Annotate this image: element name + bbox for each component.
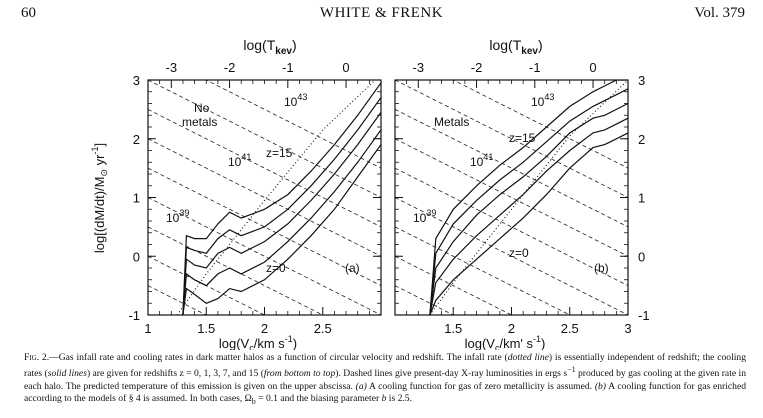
top-axis-label-a: log(Tkev) bbox=[243, 37, 296, 57]
right-y-tick-label: 1 bbox=[638, 191, 645, 206]
luminosity-line bbox=[148, 80, 381, 198]
luminosity-line bbox=[395, 138, 628, 257]
right-y-tick-label: 2 bbox=[638, 132, 645, 147]
cooling-rate-line bbox=[182, 129, 381, 315]
infall-rate-line bbox=[176, 80, 376, 315]
bottom-tick-label: 1 bbox=[144, 321, 151, 336]
metal-label-a-line2: metals bbox=[182, 115, 217, 129]
luminosity-line bbox=[395, 109, 628, 228]
top-tick-label: -1 bbox=[282, 60, 294, 75]
cooling-rate-line bbox=[182, 97, 381, 315]
panel-b: Metals 1043 1041 1039 z=15 z=0 (b) bbox=[394, 79, 629, 316]
figure: log(Tkev) log(Tkev) log[(dM/dt)/M⊙ yr-1]… bbox=[90, 37, 650, 350]
top-axis-label-b: log(Tkev) bbox=[489, 37, 542, 57]
lum-label-a-43: 1043 bbox=[284, 92, 307, 109]
top-tick-label: -3 bbox=[166, 60, 178, 75]
y-tick-label: 2 bbox=[133, 132, 140, 147]
bottom-tick-label: 3 bbox=[624, 321, 631, 336]
page-header: 60 WHITE & FRENK Vol. 379 bbox=[0, 0, 763, 26]
x-axis-label-b: log(Vc/km' s-1) bbox=[465, 334, 546, 350]
bottom-tick-label: 2 bbox=[261, 321, 268, 336]
bottom-tick-label: 2 bbox=[508, 321, 515, 336]
luminosity-line bbox=[148, 138, 381, 257]
top-tick-label: 0 bbox=[342, 60, 349, 75]
lum-label-b-43: 1043 bbox=[531, 92, 554, 109]
y-tick-label: 1 bbox=[133, 191, 140, 206]
top-tick-label: -2 bbox=[224, 60, 236, 75]
metal-label-b-line1: Metals bbox=[434, 115, 469, 129]
lum-label-b-39: 1039 bbox=[413, 208, 436, 225]
right-y-tick-label: -1 bbox=[638, 308, 650, 323]
caption-label: Fig. 2. bbox=[24, 352, 50, 363]
redshift-low-a: z=0 bbox=[266, 261, 286, 275]
redshift-high-a: z=15 bbox=[266, 146, 293, 160]
y-tick-label: 3 bbox=[133, 73, 140, 88]
lum-label-b-41: 1041 bbox=[470, 152, 493, 169]
y-axis-label: log[(dM/dt)/M⊙ yr-1] bbox=[90, 143, 109, 253]
luminosity-line bbox=[395, 167, 628, 286]
infall-rate-line bbox=[429, 80, 628, 315]
cooling-rate-line bbox=[429, 80, 628, 315]
bottom-tick-label: 1.5 bbox=[197, 321, 215, 336]
luminosity-line bbox=[148, 226, 324, 315]
cooling-rate-line bbox=[429, 102, 628, 315]
bottom-tick-label: 1.5 bbox=[444, 321, 462, 336]
right-y-tick-label: 3 bbox=[638, 73, 645, 88]
volume-label: Vol. 379 bbox=[694, 5, 745, 21]
luminosity-line bbox=[395, 197, 628, 315]
cooling-rate-line bbox=[429, 88, 628, 315]
metal-label-a-line1: No bbox=[194, 101, 210, 115]
top-tick-label: -2 bbox=[471, 60, 483, 75]
lum-label-a-41: 1041 bbox=[228, 152, 251, 169]
redshift-high-b: z=15 bbox=[509, 131, 536, 145]
cooling-rate-line bbox=[182, 144, 381, 315]
cooling-rate-line bbox=[182, 82, 381, 315]
cooling-rate-line bbox=[182, 111, 381, 315]
panel-label-a: (a) bbox=[345, 261, 360, 275]
lum-label-a-39: 1039 bbox=[166, 208, 189, 225]
bottom-tick-label: 2.5 bbox=[314, 321, 332, 336]
running-title: WHITE & FRENK bbox=[319, 5, 444, 21]
figure-caption: Fig. 2.—Gas infall rate and cooling rate… bbox=[24, 352, 747, 407]
luminosity-line bbox=[148, 167, 381, 286]
luminosity-line bbox=[395, 226, 571, 315]
right-y-tick-label: 0 bbox=[638, 249, 645, 264]
luminosity-line bbox=[148, 197, 381, 315]
panel-label-b: (b) bbox=[594, 261, 609, 275]
cooling-rate-line bbox=[429, 132, 628, 315]
x-axis-label-a: log(Vc/km s-1) bbox=[219, 334, 297, 350]
luminosity-line bbox=[395, 80, 628, 198]
panel-a: No metals 1043 1041 1039 z=15 z=0 (a) bbox=[147, 79, 382, 316]
luminosity-line bbox=[148, 109, 381, 228]
cooling-rate-line bbox=[429, 117, 628, 315]
top-tick-label: -3 bbox=[413, 60, 425, 75]
bottom-tick-label: 2.5 bbox=[561, 321, 579, 336]
y-tick-label: 0 bbox=[133, 249, 140, 264]
y-tick-label: -1 bbox=[128, 308, 140, 323]
luminosity-line bbox=[148, 285, 208, 315]
top-tick-label: 0 bbox=[589, 60, 596, 75]
page-number: 60 bbox=[21, 5, 36, 21]
luminosity-line bbox=[452, 80, 628, 169]
top-tick-label: -1 bbox=[529, 60, 541, 75]
redshift-low-b: z=0 bbox=[509, 246, 529, 260]
panel-b-frame bbox=[394, 79, 629, 316]
